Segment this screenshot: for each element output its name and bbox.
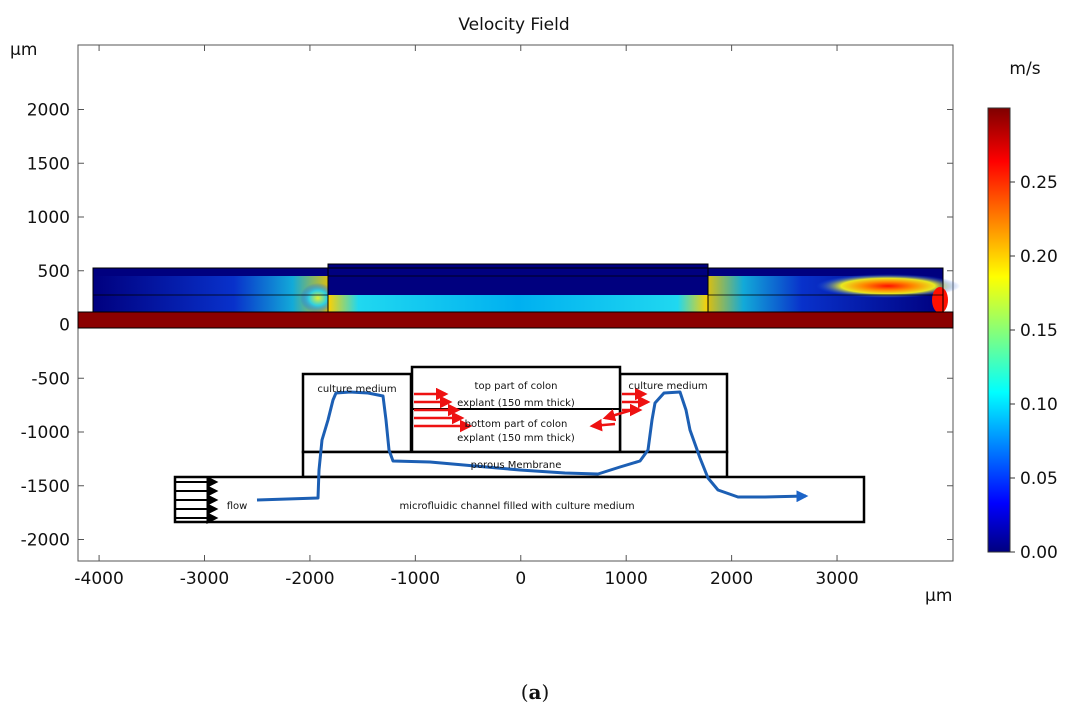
x-tick-label: 2000 <box>710 569 753 589</box>
right-culture-label: culture medium <box>628 381 707 392</box>
channel-label: microfluidic channel filled with culture… <box>399 501 634 512</box>
colorbar-tick-label: 0.20 <box>1020 247 1058 267</box>
y-axis-unit: μm <box>10 40 37 60</box>
bottom-explant-thickness: explant (150 mm thick) <box>457 433 575 444</box>
right-wall-hotspot <box>932 287 948 313</box>
left-culture-label: culture medium <box>317 384 396 395</box>
y-tick-label: 0 <box>59 316 70 336</box>
center-flow-band <box>328 294 708 313</box>
bottom-explant-label: bottom part of colon <box>465 419 568 430</box>
velocity-field-chart: Velocity Field μm μm -4000 -3000 -2000 -100… <box>10 15 1058 606</box>
x-tick-label: 0 <box>515 569 526 589</box>
velocity-field-heatmap <box>77 263 960 329</box>
y-tick-label: 1000 <box>27 208 70 228</box>
y-tick-label: -2000 <box>21 531 70 551</box>
y-tick-label: -1000 <box>21 423 70 443</box>
colorbar-gradient <box>987 107 1011 553</box>
colorbar-tick-label: 0.05 <box>1020 469 1058 489</box>
center-explant-region <box>328 264 708 295</box>
y-tick-label: 2000 <box>27 101 70 121</box>
porous-membrane-box <box>301 450 729 479</box>
y-tick-label: -1500 <box>21 477 70 497</box>
membrane-bar <box>77 311 954 329</box>
chart-title: Velocity Field <box>458 15 569 35</box>
figure-caption: (a) <box>520 680 550 704</box>
caption-letter: a <box>528 680 542 704</box>
inlet-arrows <box>176 476 219 524</box>
colorbar: m/s 0.00 0.05 0.10 0.15 0.20 0.25 <box>987 59 1058 563</box>
top-explant-label: top part of colon <box>475 381 558 392</box>
x-tick-label: -3000 <box>180 569 229 589</box>
colorbar-ticks: 0.00 0.05 0.10 0.15 0.20 0.25 <box>1010 173 1058 563</box>
red-flux-arrows <box>414 387 651 433</box>
top-explant-thickness: explant (150 mm thick) <box>457 398 575 409</box>
colorbar-tick-label: 0.10 <box>1020 395 1058 415</box>
y-axis-ticks: 2000 1500 1000 500 0 -500 -1000 -1500 -2000 <box>21 101 953 551</box>
y-tick-label: 1500 <box>27 154 70 174</box>
left-jet-hotspot <box>300 283 336 313</box>
x-axis-ticks: -4000 -3000 -2000 -1000 0 1000 2000 3000 <box>74 45 859 589</box>
x-tick-label: -4000 <box>74 569 123 589</box>
flow-streamline <box>256 390 809 503</box>
flow-label: flow <box>227 501 248 512</box>
x-tick-label: 1000 <box>605 569 648 589</box>
right-jet-hotspot <box>816 274 960 298</box>
x-axis-unit: μm <box>925 586 952 606</box>
colorbar-unit: m/s <box>1009 59 1040 79</box>
y-tick-label: 500 <box>38 262 70 282</box>
y-tick-label: -500 <box>31 369 70 389</box>
device-schematic: culture medium top part of colon explant… <box>173 365 866 524</box>
left-flow-gradient <box>93 276 328 313</box>
colorbar-tick-label: 0.15 <box>1020 321 1058 341</box>
membrane-label: porous Membrane <box>471 460 562 471</box>
plot-frame <box>77 44 954 562</box>
x-tick-label: -1000 <box>391 569 440 589</box>
x-tick-label: 3000 <box>815 569 858 589</box>
colorbar-tick-label: 0.00 <box>1020 543 1058 563</box>
colorbar-tick-label: 0.25 <box>1020 173 1058 193</box>
x-tick-label: -2000 <box>285 569 334 589</box>
